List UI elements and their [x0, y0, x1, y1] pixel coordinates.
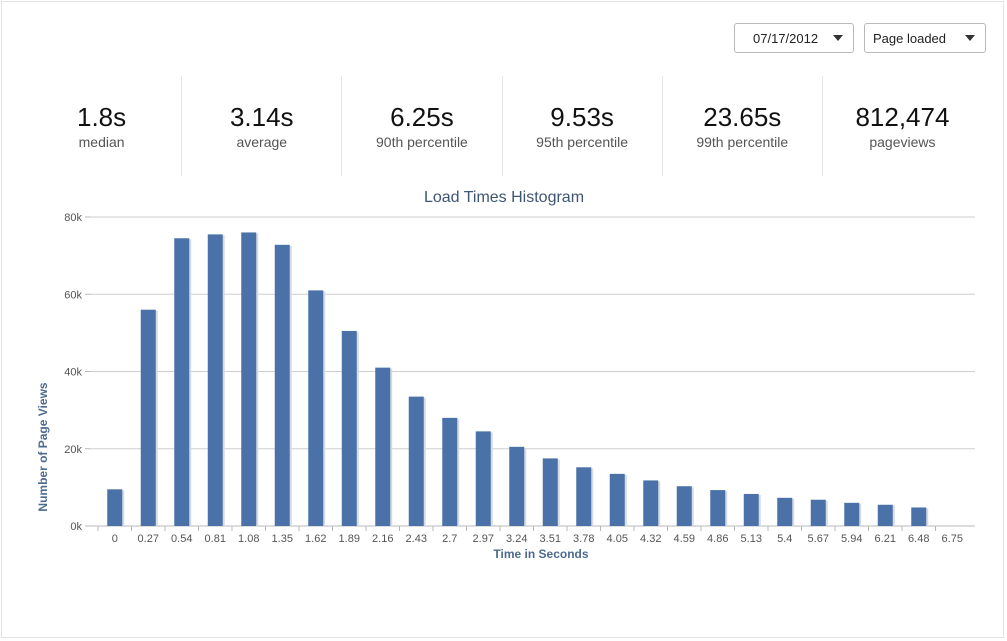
histogram-bar[interactable]: [442, 417, 458, 526]
histogram-bar[interactable]: [810, 499, 826, 526]
x-tick-label: 0.54: [171, 533, 192, 545]
x-tick-label: 2.16: [372, 533, 393, 545]
x-tick-label: 5.67: [808, 533, 829, 545]
x-tick-label: 4.32: [640, 533, 661, 545]
histogram-bar[interactable]: [542, 458, 558, 526]
stat-value: 9.53s: [550, 102, 614, 132]
stat-90th-percentile: 6.25s 90th percentile: [342, 76, 503, 176]
x-tick-label: 5.94: [841, 533, 862, 545]
chevron-down-icon: [833, 35, 843, 41]
histogram-bar[interactable]: [107, 489, 123, 526]
summary-stats: 1.8s median 3.14s average 6.25s 90th per…: [22, 76, 982, 176]
x-tick-label: 5.13: [741, 533, 762, 545]
histogram-bar[interactable]: [911, 507, 927, 526]
histogram-bar[interactable]: [408, 396, 424, 526]
x-tick-label: 2.97: [473, 533, 494, 545]
histogram-bar[interactable]: [609, 473, 625, 526]
chevron-down-icon: [965, 35, 975, 41]
stat-pageviews: 812,474 pageviews: [823, 76, 982, 176]
x-tick-label: 5.4: [777, 533, 792, 545]
metric-select-value: Page loaded: [873, 30, 947, 46]
histogram-bar[interactable]: [643, 480, 659, 526]
histogram-bar[interactable]: [274, 244, 290, 526]
y-tick-label: 60k: [64, 289, 82, 301]
stat-label: 99th percentile: [696, 134, 789, 150]
stat-label: median: [78, 134, 125, 150]
x-tick-label: 1.62: [305, 533, 326, 545]
histogram-bar[interactable]: [777, 497, 793, 526]
stat-label: average: [236, 134, 288, 150]
stat-value: 812,474: [855, 102, 950, 132]
load-times-histogram: Load Times Histogram 0k 20k 40k 60k 80k 0 0.2…: [36, 189, 975, 561]
x-tick-label: 4.59: [674, 533, 695, 545]
chart-title: Load Times Histogram: [424, 189, 584, 206]
x-tick-label: 1.35: [272, 533, 293, 545]
x-tick-label: 0.81: [205, 533, 226, 545]
chart-bars: [107, 232, 929, 526]
stat-95th-percentile: 9.53s 95th percentile: [503, 76, 663, 176]
x-tick-label: 3.78: [573, 533, 594, 545]
y-axis-title: Number of Page Views: [36, 382, 50, 511]
histogram-bar[interactable]: [576, 467, 592, 526]
histogram-bar[interactable]: [207, 234, 223, 526]
y-tick-label: 40k: [64, 367, 82, 379]
x-tick-label: 0: [112, 533, 118, 545]
histogram-bar[interactable]: [877, 504, 893, 526]
histogram-bar[interactable]: [676, 486, 692, 526]
x-tick-label: 4.05: [607, 533, 628, 545]
histogram-bar[interactable]: [341, 330, 357, 526]
x-tick-label: 3.51: [540, 533, 561, 545]
histogram-bar[interactable]: [509, 446, 525, 526]
stat-median: 1.8s median: [22, 76, 183, 176]
x-tick-label: 2.43: [406, 533, 427, 545]
x-tick-label: 6.75: [942, 533, 963, 545]
histogram-bar[interactable]: [475, 431, 491, 526]
date-select[interactable]: 07/17/2012: [734, 23, 854, 53]
x-tick-label: 4.86: [707, 533, 728, 545]
metric-select[interactable]: Page loaded: [864, 23, 986, 53]
histogram-bar[interactable]: [241, 232, 257, 526]
x-tick-label: 6.48: [908, 533, 929, 545]
stat-average: 3.14s average: [182, 76, 343, 176]
x-tick-label: 1.08: [238, 533, 259, 545]
x-axis-title: Time in Seconds: [493, 547, 588, 561]
stat-value: 23.65s: [703, 102, 782, 132]
x-tick-label: 6.21: [875, 533, 896, 545]
histogram-bar[interactable]: [174, 238, 190, 526]
stat-value: 6.25s: [390, 102, 454, 132]
x-tick-label: 3.24: [506, 533, 527, 545]
y-tick-label: 20k: [64, 444, 82, 456]
y-axis-ticks: 0k 20k 40k 60k 80k: [64, 212, 82, 533]
stat-label: 95th percentile: [536, 134, 629, 150]
date-select-value: 07/17/2012: [753, 30, 819, 46]
stat-value: 3.14s: [229, 102, 294, 132]
histogram-bar[interactable]: [710, 490, 726, 526]
y-tick-label: 0k: [70, 521, 82, 533]
x-tick-label: 1.89: [339, 533, 360, 545]
stat-label: 90th percentile: [376, 134, 468, 150]
y-tick-label: 80k: [64, 212, 82, 224]
filter-controls: 07/17/2012 Page loaded: [734, 23, 986, 53]
x-tick-label: 0.27: [138, 533, 159, 545]
histogram-bar[interactable]: [375, 367, 391, 526]
histogram-bar[interactable]: [140, 309, 156, 526]
histogram-bar[interactable]: [308, 290, 324, 526]
histogram-bar[interactable]: [743, 493, 759, 526]
x-axis-ticks: 0 0.27 0.54 0.81 1.08 1.35 1.62 1.89 2.16 2.43 2.7…: [97, 526, 963, 545]
x-tick-label: 2.7: [442, 533, 457, 545]
histogram-bar[interactable]: [844, 502, 860, 526]
stat-label: pageviews: [869, 134, 936, 150]
stat-99th-percentile: 23.65s 99th percentile: [663, 76, 823, 176]
stat-value: 1.8s: [77, 102, 127, 132]
